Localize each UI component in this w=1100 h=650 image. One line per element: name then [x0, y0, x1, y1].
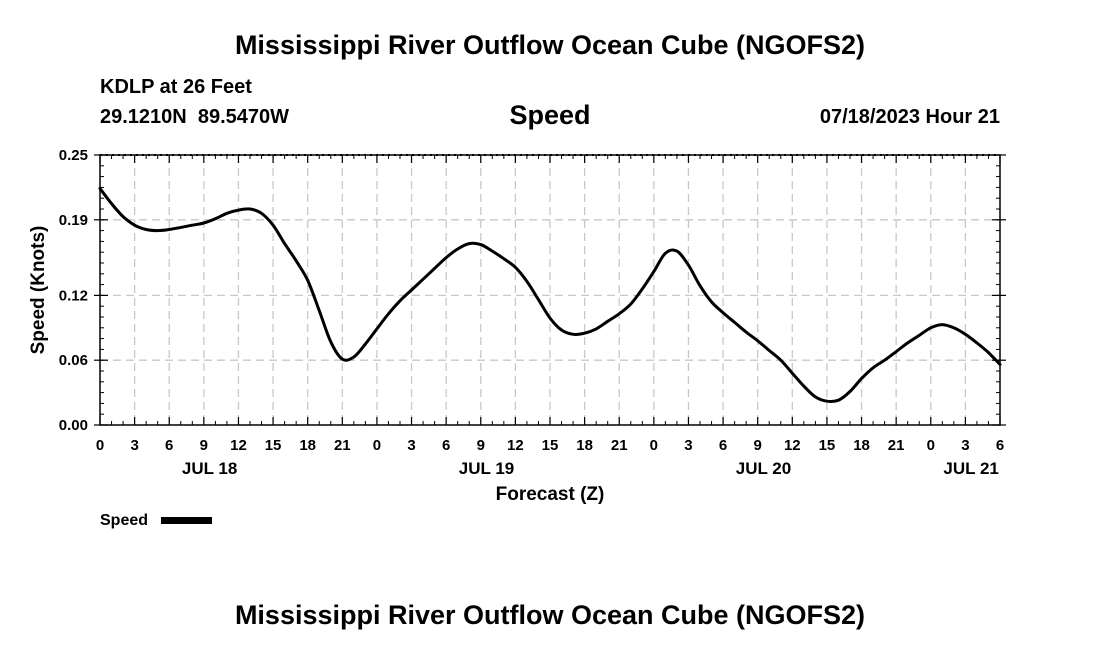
- x-tick-label: 3: [130, 437, 138, 454]
- station-label: KDLP at 26 Feet: [100, 76, 252, 98]
- x-tick-label: 3: [961, 437, 969, 454]
- day-label: JUL 20: [736, 459, 791, 478]
- y-tick-label: 0.06: [59, 352, 88, 369]
- y-tick-label: 0.19: [59, 212, 88, 229]
- x-tick-label: 0: [96, 437, 104, 454]
- x-tick-label: 21: [888, 437, 905, 454]
- x-tick-label: 18: [576, 437, 593, 454]
- x-tick-label: 18: [853, 437, 870, 454]
- x-tick-label: 0: [373, 437, 381, 454]
- x-tick-label: 21: [334, 437, 351, 454]
- page-title: Mississippi River Outflow Ocean Cube (NG…: [234, 30, 866, 60]
- x-tick-label: 6: [719, 437, 727, 454]
- x-tick-label: 15: [265, 437, 282, 454]
- legend-label: Speed: [100, 512, 148, 529]
- axis-ticks: [94, 154, 1006, 426]
- x-tick-label: 6: [996, 437, 1004, 454]
- day-labels: JUL 18 JUL 19 JUL 20 JUL 21: [182, 459, 999, 478]
- station-coordinates: 29.1210N 89.5470W: [100, 106, 290, 128]
- y-tick-labels: 0.25 0.19 0.12 0.06 0.00: [59, 147, 88, 434]
- day-label: JUL 18: [182, 459, 237, 478]
- x-tick-label: 3: [407, 437, 415, 454]
- day-label: JUL 19: [459, 459, 514, 478]
- forecast-datetime: 07/18/2023 Hour 21: [819, 106, 1000, 128]
- y-tick-label: 0.00: [59, 417, 88, 434]
- x-tick-label: 0: [650, 437, 658, 454]
- x-tick-label: 0: [927, 437, 935, 454]
- y-axis-label: Speed (Knots): [28, 226, 49, 355]
- x-tick-label: 9: [477, 437, 485, 454]
- x-tick-label: 9: [754, 437, 762, 454]
- x-tick-labels: 0 3 6 9 12 15 18 21 0 3 6 9 12 15 18 21 0 3 6 9 12 15 18 21 0 3 6: [96, 437, 1004, 454]
- legend-swatch: [161, 517, 212, 524]
- day-label: JUL 21: [943, 459, 998, 478]
- x-tick-label: 9: [200, 437, 208, 454]
- y-tick-label: 0.12: [59, 287, 88, 304]
- x-tick-label: 12: [507, 437, 524, 454]
- x-tick-label: 3: [684, 437, 692, 454]
- legend: Speed: [100, 512, 212, 529]
- footer-title: Mississippi River Outflow Ocean Cube (NG…: [234, 600, 866, 630]
- x-tick-label: 6: [442, 437, 450, 454]
- x-tick-label: 18: [299, 437, 316, 454]
- grid-lines: [100, 155, 1000, 425]
- x-tick-label: 6: [165, 437, 173, 454]
- chart-title: Speed: [509, 100, 591, 130]
- x-tick-label: 12: [784, 437, 801, 454]
- x-tick-label: 15: [542, 437, 559, 454]
- series-line-speed: [98, 187, 1002, 404]
- x-axis-label: Forecast (Z): [496, 484, 605, 505]
- x-tick-label: 12: [230, 437, 247, 454]
- y-tick-label: 0.25: [59, 147, 88, 164]
- x-tick-label: 15: [819, 437, 836, 454]
- x-tick-label: 21: [611, 437, 628, 454]
